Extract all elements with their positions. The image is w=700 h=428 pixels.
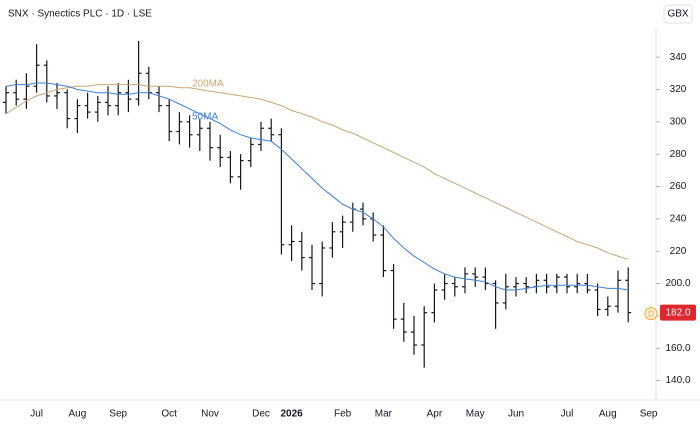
x-tick-label: Mar <box>375 409 393 420</box>
y-tick-label: 260 <box>670 181 687 192</box>
x-tick-label: May <box>466 409 485 420</box>
x-tick-label: Apr <box>427 409 443 420</box>
ma-label: 200MA <box>192 78 224 89</box>
moving-average <box>5 82 629 291</box>
x-tick-label: Jun <box>508 409 524 420</box>
y-tick-label: 340 <box>670 52 687 63</box>
badge: D <box>648 309 654 318</box>
x-tick-label: Sep <box>109 409 127 420</box>
x-tick-label: Aug <box>69 409 87 420</box>
y-tick-label: 220 <box>670 246 687 257</box>
x-tick-label: Oct <box>161 409 177 420</box>
currency[interactable]: GBX <box>667 9 688 20</box>
y-tick-label: 280 <box>670 149 687 160</box>
x-tick-label: Feb <box>334 409 352 420</box>
y-tick-label: 320 <box>670 84 687 95</box>
x-tick-label: Dec <box>252 409 270 420</box>
y-tick-label: 240 <box>670 213 687 224</box>
last-price-box <box>660 304 696 321</box>
x-tick-label: Jul <box>30 409 43 420</box>
x-tick-label: Nov <box>201 409 219 420</box>
x-tick-label: Jul <box>561 409 574 420</box>
y-tick-label: 300 <box>670 116 687 127</box>
x-tick-label: Aug <box>599 409 617 420</box>
currency-box[interactable] <box>663 4 693 24</box>
y-tick-label: 140.0 <box>665 375 690 386</box>
last-price: 182.0 <box>665 307 690 318</box>
y-tick-label: 160.0 <box>665 343 690 354</box>
ma-label: 50MA <box>192 112 218 123</box>
chart-title: SNX · Synectics PLC · 1D · LSE <box>8 9 152 20</box>
moving-average <box>5 84 629 260</box>
y-tick-label: 200.0 <box>665 278 690 289</box>
badge-circle <box>644 307 658 321</box>
x-tick-label: 2026 <box>280 409 303 420</box>
x-tick-label: Sep <box>640 409 658 420</box>
